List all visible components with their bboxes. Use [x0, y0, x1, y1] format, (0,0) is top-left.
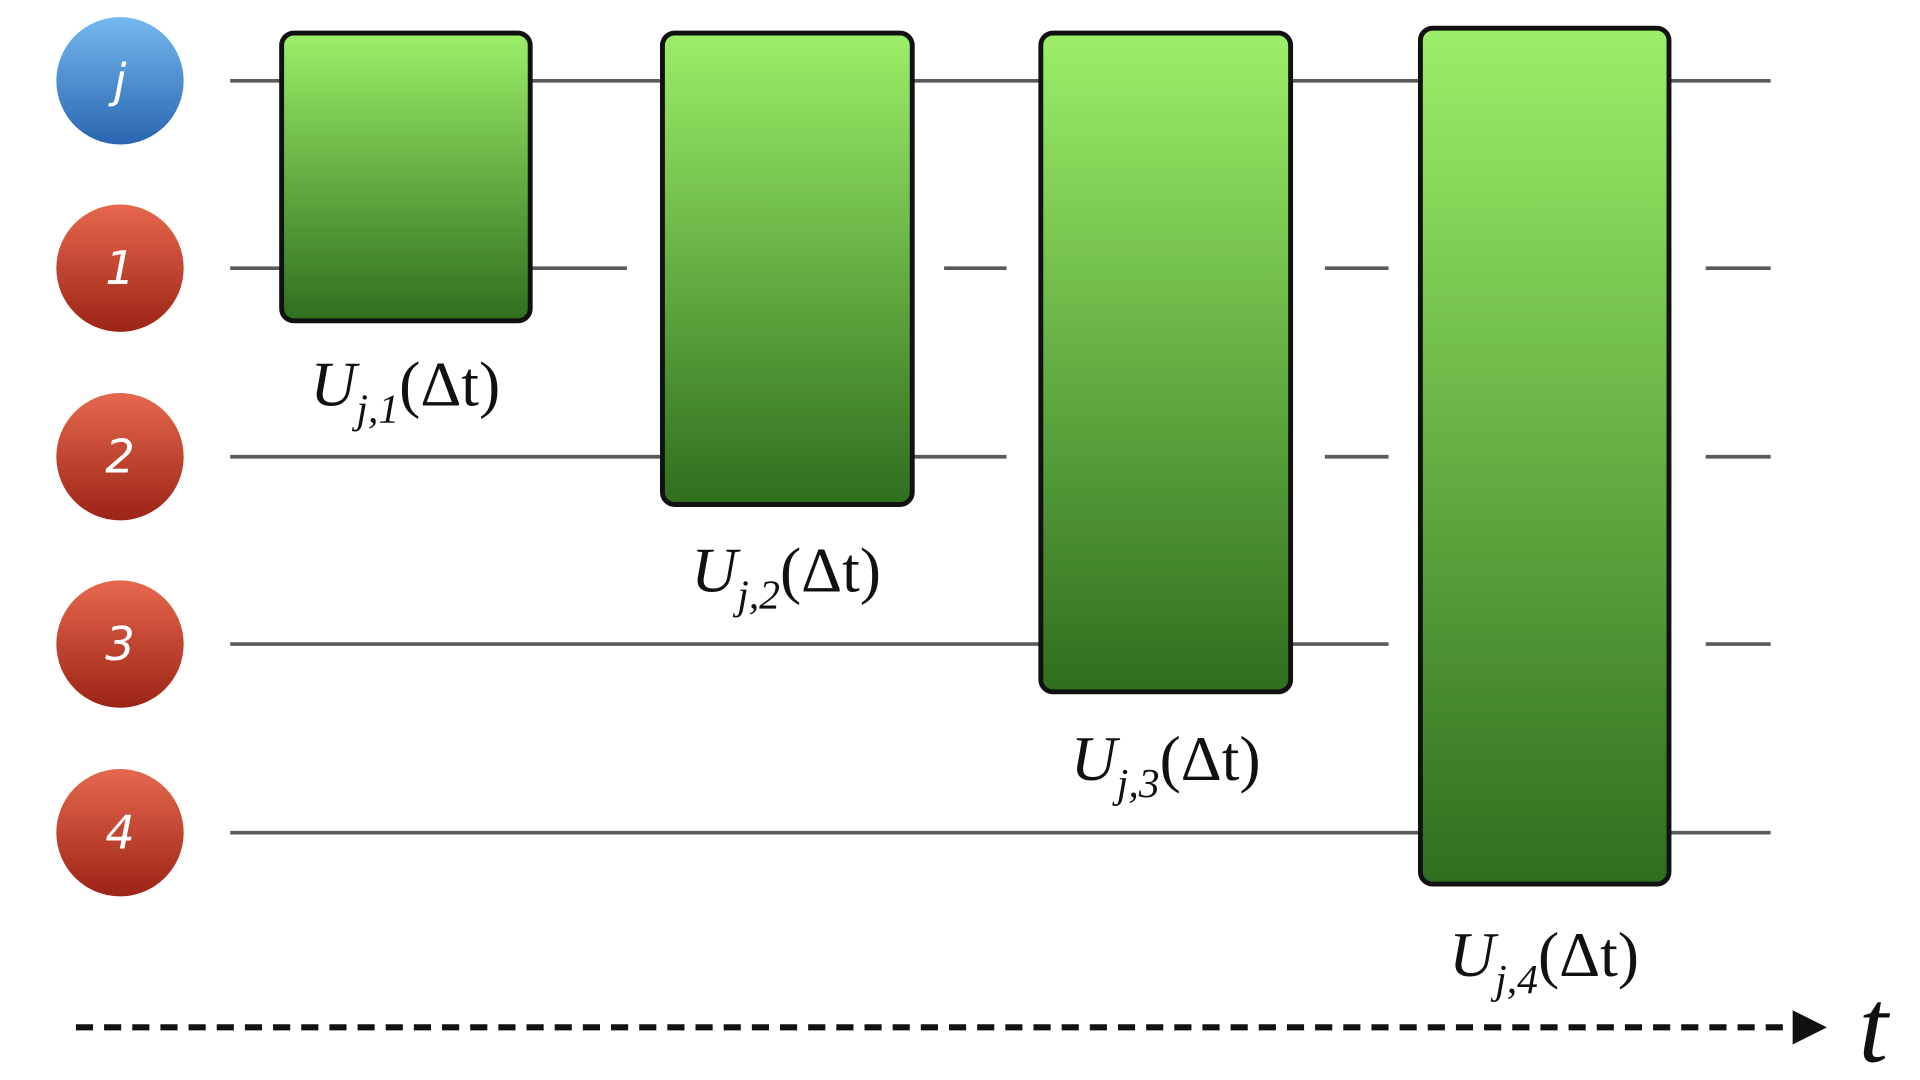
gate-subscript: j,1: [351, 386, 399, 432]
gate-subscript: j,3: [1112, 761, 1160, 807]
gate-subscript: j,2: [732, 573, 780, 619]
node-label: 1: [105, 241, 135, 295]
gate-label: Uj,3(Δt): [1071, 723, 1261, 807]
gate-symbol: U: [691, 534, 741, 605]
gate-argument: (Δt): [1160, 723, 1261, 794]
time-arrow-head: [1792, 1010, 1827, 1045]
node: [56, 17, 184, 145]
node-label: 4: [105, 806, 135, 860]
node-label: 3: [105, 617, 135, 671]
gate-symbol: U: [1449, 919, 1499, 990]
node: [56, 204, 184, 332]
node: [56, 768, 184, 897]
time-label: t: [1859, 968, 1891, 1080]
gate-subscript: j,4: [1490, 957, 1538, 1003]
gate-argument: (Δt): [780, 534, 881, 605]
node: [56, 393, 184, 521]
gate: [279, 30, 533, 324]
gate-symbol: U: [1071, 723, 1121, 794]
gate-argument: (Δt): [1538, 919, 1639, 990]
node-label: 2: [105, 430, 135, 484]
gate-label: Uj,4(Δt): [1449, 919, 1639, 1003]
node: [56, 580, 184, 708]
gate: [1038, 30, 1294, 695]
gate-label: Uj,1(Δt): [310, 348, 500, 432]
gate: [660, 30, 915, 507]
nodes: j 1 2 3 4: [56, 17, 184, 897]
time-axis: t: [75, 968, 1891, 1080]
gate: [1417, 25, 1672, 887]
gates: Uj,1(Δt) Uj,2(Δt) Uj,3(Δt) Uj,4(Δt): [279, 25, 1672, 1003]
gate-label: Uj,2(Δt): [691, 534, 881, 618]
gate-argument: (Δt): [399, 348, 500, 419]
gate-symbol: U: [310, 348, 360, 419]
